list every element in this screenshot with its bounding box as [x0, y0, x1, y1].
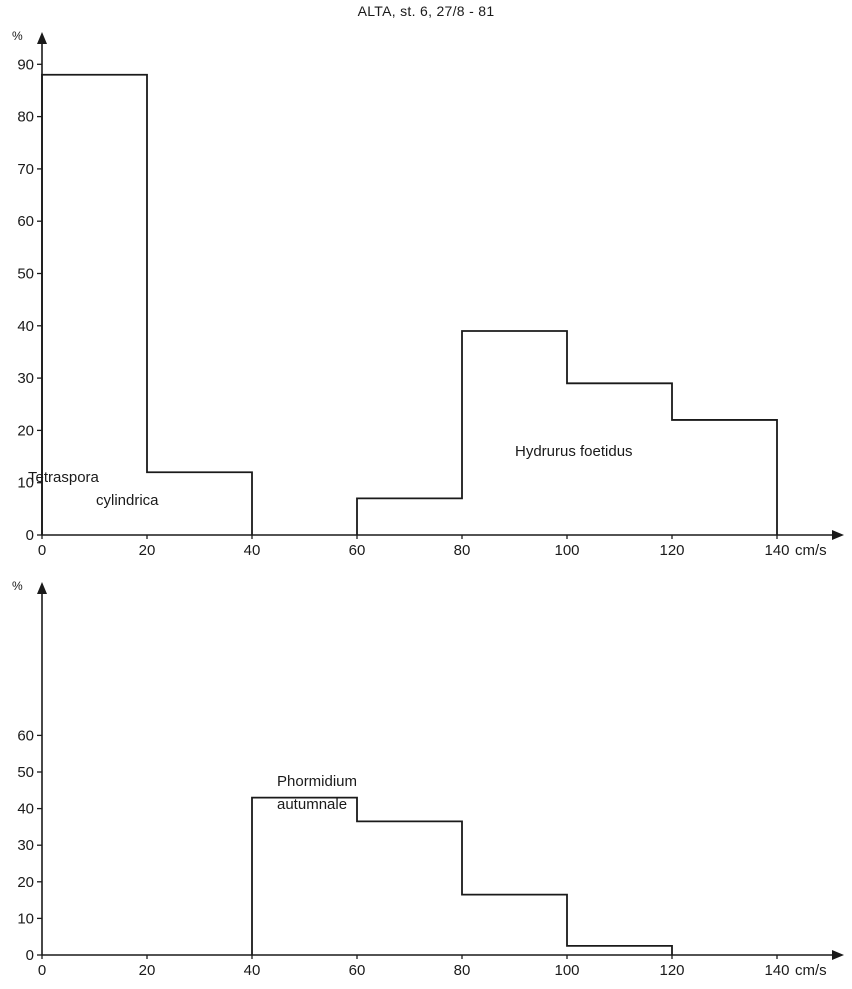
y-tick-label: 60	[17, 727, 34, 744]
y-tick-label: 50	[17, 764, 34, 781]
series-label: Phormidium	[277, 773, 357, 790]
chart-title: ALTA, st. 6, 27/8 - 81	[357, 3, 495, 19]
y-tick-label: 30	[17, 370, 34, 387]
x-tick-label: 120	[659, 962, 684, 979]
x-tick-label: 20	[139, 542, 156, 559]
x-axis-arrow	[832, 950, 844, 960]
y-axis-label: %	[12, 579, 23, 593]
x-tick-label: 60	[349, 542, 366, 559]
y-tick-label: 70	[17, 161, 34, 178]
y-tick-label: 10	[17, 910, 34, 927]
x-tick-label: 60	[349, 962, 366, 979]
x-tick-label: 120	[659, 542, 684, 559]
series-label: cylindrica	[96, 492, 159, 509]
x-tick-label: 0	[38, 962, 46, 979]
series-label: autumnale	[277, 796, 347, 813]
x-axis-arrow	[832, 530, 844, 540]
y-tick-label: 40	[17, 801, 34, 818]
chart-top: 0 10 20 30 40 50 60 70 80 90 0 20 40 60 80 100 120 140% cm…	[12, 29, 844, 559]
y-axis-label: %	[12, 29, 23, 43]
x-tick-label: 80	[454, 542, 471, 559]
histogram-series	[251, 796, 673, 955]
x-tick-label: 20	[139, 962, 156, 979]
histogram-series	[41, 73, 253, 535]
y-tick-label: 20	[17, 422, 34, 439]
y-tick-label: 80	[17, 109, 34, 126]
y-tick-label: 10	[17, 475, 34, 492]
y-tick-label: 50	[17, 266, 34, 283]
x-tick-label: 140	[764, 962, 789, 979]
series-label: Hydrurus foetidus	[515, 443, 633, 460]
x-tick-label: 100	[554, 962, 579, 979]
y-tick-label: 0	[26, 527, 34, 544]
y-tick-label: 20	[17, 874, 34, 891]
x-tick-label: 80	[454, 962, 471, 979]
y-tick-label: 30	[17, 837, 34, 854]
y-tick-label: 0	[26, 947, 34, 964]
y-tick-label: 60	[17, 213, 34, 230]
y-tick-label: 90	[17, 56, 34, 73]
y-axis-arrow	[37, 582, 47, 594]
series-label: Tetraspora	[28, 469, 100, 486]
chart-bottom: 0 10 20 30 40 50 60 0 20 40 60 80 100 120 140% cm/s Phor…	[12, 579, 844, 979]
histogram-series	[356, 330, 778, 535]
y-axis-arrow	[37, 32, 47, 44]
x-tick-label: 0	[38, 542, 46, 559]
x-axis-label: cm/s	[795, 962, 827, 979]
x-tick-label: 100	[554, 542, 579, 559]
x-tick-label: 140	[764, 542, 789, 559]
x-axis-label: cm/s	[795, 542, 827, 559]
x-tick-label: 40	[244, 962, 261, 979]
y-tick-label: 40	[17, 318, 34, 335]
x-tick-label: 40	[244, 542, 261, 559]
